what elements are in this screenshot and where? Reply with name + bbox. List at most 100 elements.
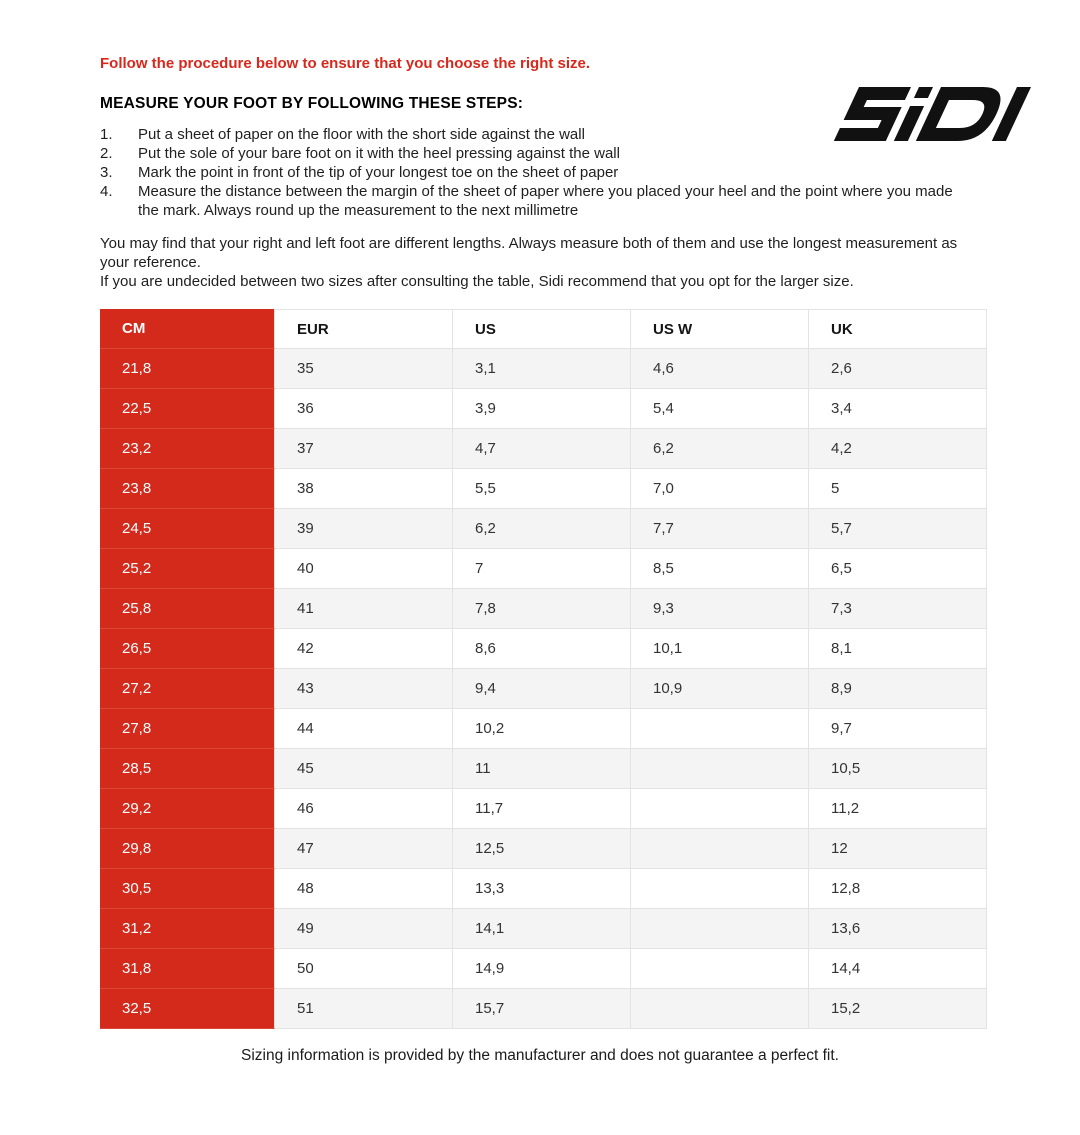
- size-cell-cm: 31,8: [100, 949, 275, 989]
- size-cell-us: 10,2: [453, 709, 631, 749]
- size-cell-cm: 23,2: [100, 429, 275, 469]
- size-chart-row: 31,2 49 14,1 13,6: [100, 909, 987, 949]
- size-cell-eur: 50: [275, 949, 453, 989]
- size-cell-eur: 49: [275, 909, 453, 949]
- size-cell-usw: [631, 829, 809, 869]
- size-cell-us: 7: [453, 549, 631, 589]
- size-cell-cm: 32,5: [100, 989, 275, 1029]
- size-chart-header-row: CM EUR US US W UK: [100, 309, 987, 349]
- size-cell-uk: 5,7: [809, 509, 987, 549]
- size-cell-eur: 43: [275, 669, 453, 709]
- size-cell-usw: [631, 789, 809, 829]
- size-cell-cm: 29,2: [100, 789, 275, 829]
- step-text: Put the sole of your bare foot on it wit…: [138, 145, 620, 162]
- size-cell-uk: 9,7: [809, 709, 987, 749]
- size-cell-uk: 2,6: [809, 349, 987, 389]
- size-cell-usw: [631, 989, 809, 1029]
- size-cell-usw: 4,6: [631, 349, 809, 389]
- size-cell-eur: 45: [275, 749, 453, 789]
- column-header-cm: CM: [100, 309, 275, 349]
- size-cell-usw: [631, 949, 809, 989]
- size-chart-row: 28,5 45 11 10,5: [100, 749, 987, 789]
- intro-text: Follow the procedure below to ensure tha…: [100, 55, 591, 72]
- size-chart-row: 27,8 44 10,2 9,7: [100, 709, 987, 749]
- step-number: 1.: [100, 126, 113, 143]
- measurement-steps-list: 1. Put a sheet of paper on the floor wit…: [100, 125, 984, 220]
- size-cell-uk: 12: [809, 829, 987, 869]
- size-cell-usw: [631, 869, 809, 909]
- size-chart-row: 29,8 47 12,5 12: [100, 829, 987, 869]
- measurement-step: 3. Mark the point in front of the tip of…: [100, 163, 984, 182]
- size-cell-us: 14,1: [453, 909, 631, 949]
- step-number: 2.: [100, 145, 113, 162]
- main-content: Follow the procedure below to ensure tha…: [0, 55, 1080, 1029]
- column-header-us: US: [453, 309, 631, 349]
- size-cell-usw: 9,3: [631, 589, 809, 629]
- sidi-logo: [831, 83, 1036, 145]
- size-cell-us: 5,5: [453, 469, 631, 509]
- step-text: Put a sheet of paper on the floor with t…: [138, 126, 585, 143]
- size-cell-uk: 15,2: [809, 989, 987, 1029]
- size-cell-cm: 24,5: [100, 509, 275, 549]
- size-cell-us: 11: [453, 749, 631, 789]
- size-chart-row: 32,5 51 15,7 15,2: [100, 989, 987, 1029]
- size-cell-eur: 37: [275, 429, 453, 469]
- size-cell-usw: 7,7: [631, 509, 809, 549]
- size-cell-usw: [631, 909, 809, 949]
- size-cell-eur: 44: [275, 709, 453, 749]
- advice-notes: You may find that your right and left fo…: [100, 234, 984, 291]
- size-cell-us: 12,5: [453, 829, 631, 869]
- measurement-step: 1. Put a sheet of paper on the floor wit…: [100, 125, 984, 144]
- size-cell-eur: 51: [275, 989, 453, 1029]
- size-cell-usw: [631, 709, 809, 749]
- measurement-step: 4. Measure the distance between the marg…: [100, 182, 984, 220]
- size-cell-usw: 7,0: [631, 469, 809, 509]
- size-cell-eur: 35: [275, 349, 453, 389]
- size-cell-eur: 40: [275, 549, 453, 589]
- size-cell-us: 11,7: [453, 789, 631, 829]
- size-cell-eur: 48: [275, 869, 453, 909]
- size-cell-us: 3,9: [453, 389, 631, 429]
- column-header-uk: UK: [809, 309, 987, 349]
- note-larger-size: If you are undecided between two sizes a…: [100, 273, 854, 290]
- size-chart-row: 31,8 50 14,9 14,4: [100, 949, 987, 989]
- size-chart-table: CM EUR US US W UK 21,8 35 3,1 4,6 2,6 22,5 36 3…: [100, 309, 987, 1029]
- size-cell-uk: 3,4: [809, 389, 987, 429]
- note-both-feet: You may find that your right and left fo…: [100, 235, 958, 271]
- size-cell-cm: 30,5: [100, 869, 275, 909]
- size-cell-us: 8,6: [453, 629, 631, 669]
- size-cell-eur: 38: [275, 469, 453, 509]
- size-cell-eur: 47: [275, 829, 453, 869]
- size-cell-us: 7,8: [453, 589, 631, 629]
- size-cell-cm: 25,8: [100, 589, 275, 629]
- size-cell-usw: 8,5: [631, 549, 809, 589]
- size-cell-uk: 13,6: [809, 909, 987, 949]
- size-cell-cm: 28,5: [100, 749, 275, 789]
- size-chart-row: 26,5 42 8,6 10,1 8,1: [100, 629, 987, 669]
- step-number: 3.: [100, 164, 113, 181]
- size-chart-header: CM EUR US US W UK: [100, 309, 987, 349]
- size-cell-cm: 27,8: [100, 709, 275, 749]
- size-cell-eur: 46: [275, 789, 453, 829]
- size-cell-cm: 26,5: [100, 629, 275, 669]
- step-number: 4.: [100, 183, 113, 200]
- size-chart-row: 25,8 41 7,8 9,3 7,3: [100, 589, 987, 629]
- size-cell-cm: 21,8: [100, 349, 275, 389]
- size-cell-uk: 4,2: [809, 429, 987, 469]
- measurement-step: 2. Put the sole of your bare foot on it …: [100, 144, 984, 163]
- size-cell-cm: 27,2: [100, 669, 275, 709]
- size-cell-usw: 10,1: [631, 629, 809, 669]
- size-cell-usw: 5,4: [631, 389, 809, 429]
- size-cell-us: 4,7: [453, 429, 631, 469]
- size-cell-us: 14,9: [453, 949, 631, 989]
- size-cell-eur: 42: [275, 629, 453, 669]
- size-cell-uk: 12,8: [809, 869, 987, 909]
- size-chart-row: 21,8 35 3,1 4,6 2,6: [100, 349, 987, 389]
- size-cell-uk: 10,5: [809, 749, 987, 789]
- size-chart-row: 24,5 39 6,2 7,7 5,7: [100, 509, 987, 549]
- step-text: Measure the distance between the margin …: [138, 183, 953, 219]
- footer-disclaimer: Sizing information is provided by the ma…: [241, 1047, 839, 1064]
- size-cell-uk: 7,3: [809, 589, 987, 629]
- size-cell-uk: 8,9: [809, 669, 987, 709]
- size-cell-us: 9,4: [453, 669, 631, 709]
